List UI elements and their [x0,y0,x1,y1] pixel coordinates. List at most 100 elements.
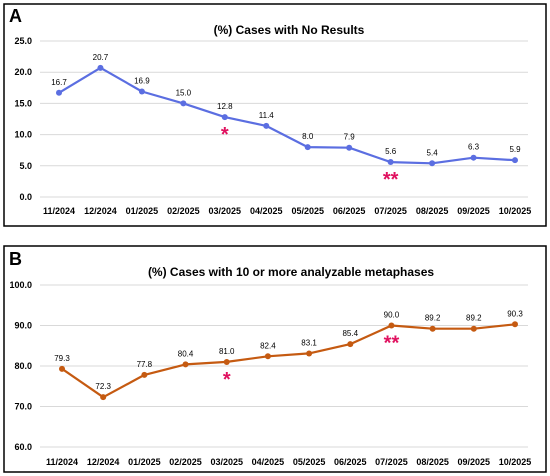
panel-b-data-point [100,394,107,401]
panel-a-asterisk-annotation: ** [383,169,399,191]
panel-b-x-tick-label: 06/2025 [334,457,367,467]
panel-b-y-tick-label: 70.0 [14,402,32,412]
panel-a-y-tick-label: 20.0 [14,67,32,77]
panel-a-data-label: 16.7 [51,78,67,87]
panel-a-y-tick-label: 10.0 [14,130,32,140]
panel-b-x-tick-label: 01/2025 [128,457,161,467]
panel-b-data-point [306,350,313,357]
panel-b-data-labels: 79.3 72.3 77.8 80.4 81.0 82.4 83.1 85.4 90.0 89.2… [54,309,523,391]
panel-b-x-tick-label: 02/2025 [169,457,202,467]
panel-b-x-tick-label: 12/2024 [87,457,120,467]
panel-b-x-tick-label: 05/2025 [293,457,326,467]
panel-a-x-axis: 11/2024 12/2024 01/2025 02/2025 03/2025 04/20… [43,206,531,216]
panel-a-x-tick-label: 07/2025 [374,206,407,216]
panel-b-x-tick-label: 03/2025 [210,457,243,467]
panel-a-data-label: 6.3 [468,143,480,152]
panel-a-data-label: 12.8 [217,102,233,111]
panel-b-data-point [388,322,395,329]
panel-a-data-point [263,122,270,129]
panel-a-data-point [512,157,518,164]
panel-b-x-tick-label: 04/2025 [252,457,285,467]
panel-a-data-label: 20.7 [93,53,109,62]
panel-a-x-tick-label: 02/2025 [167,206,200,216]
panel-a-x-tick-label: 11/2024 [43,206,75,216]
panel-a-data-label: 7.9 [344,133,356,142]
panel-a-x-tick-label: 08/2025 [416,206,449,216]
panel-a: A (%) Cases with No Results 0.0 5.0 10.0 15… [3,3,547,227]
panel-a-y-tick-label: 15.0 [14,98,32,108]
panel-a-annotations: *** [221,124,399,191]
panel-a-x-tick-label: 10/2025 [499,206,532,216]
panel-b-data-label: 83.1 [301,338,317,347]
panel-a-data-point [387,159,394,166]
panel-b-data-point [512,321,518,328]
panel-b-y-tick-label: 80.0 [14,361,32,371]
panel-b-y-tick-label: 90.0 [14,321,32,331]
panel-a-y-tick-label: 5.0 [19,161,32,171]
panel-a-series-line [58,66,516,165]
panel-b-x-tick-label: 07/2025 [375,457,408,467]
panel-b-x-axis: 11/2024 12/2024 01/2025 02/2025 03/2025 04/20… [46,457,531,467]
panel-b-series [59,321,518,401]
panel-b-x-tick-label: 08/2025 [416,457,449,467]
panel-b-data-label: 80.4 [178,349,194,358]
panel-a-data-point [221,114,228,121]
panel-b-gridlines [40,284,528,448]
panel-a-x-tick-label: 04/2025 [250,206,283,216]
panel-a-x-tick-label: 05/2025 [291,206,324,216]
panel-b: B (%) Cases with 10 or more analyzable m… [3,245,547,473]
panel-b-y-tick-label: 60.0 [14,442,32,452]
panel-b-data-point [182,361,189,368]
panel-a-x-tick-label: 09/2025 [457,206,490,216]
panel-a-data-label: 16.9 [134,77,150,86]
panel-b-asterisk-annotation: * [223,369,231,391]
panel-b-title: (%) Cases with 10 or more analyzable met… [148,265,434,279]
panel-a-data-labels: 16.7 20.7 16.9 15.0 12.8 11.4 8.0 7.9 5.6 5.4 6.3 5… [51,53,521,157]
panel-b-x-tick-label: 09/2025 [458,457,491,467]
panel-b-data-point [264,353,271,360]
panel-a-data-point [138,88,145,95]
panel-a-data-label: 8.0 [302,132,314,141]
panel-a-data-label: 5.4 [427,148,439,157]
panel-a-frame [3,3,547,227]
panel-a-data-point [470,154,477,161]
panel-b-data-point [223,358,230,365]
panel-b-asterisk-annotation: ** [384,333,400,355]
panel-b-data-label: 85.4 [342,329,358,338]
panel-a-x-tick-label: 01/2025 [126,206,159,216]
panel-b-data-label: 72.3 [95,382,111,391]
panel-a-y-tick-label: 0.0 [19,192,32,202]
panel-b-data-label: 89.2 [466,314,482,323]
panel-b-frame [3,245,547,473]
panel-a-data-point [180,100,187,107]
panel-a-data-label: 5.9 [509,145,521,154]
panel-a-data-point [97,64,104,71]
panel-b-data-label: 81.0 [219,347,235,356]
panel-a-data-point [56,89,62,96]
panel-b-y-tick-label: 100.0 [9,280,32,290]
panel-a-asterisk-annotation: * [221,124,229,146]
panel-a-data-label: 15.0 [176,88,192,97]
panel-a-letter: A [9,6,22,26]
panel-b-data-label: 82.4 [260,341,276,350]
panel-b-data-point [347,341,354,348]
panel-a-x-tick-label: 12/2024 [84,206,117,216]
panel-a-x-tick-label: 03/2025 [209,206,242,216]
panel-a-data-label: 11.4 [259,111,275,120]
panel-b-data-label: 89.2 [425,314,441,323]
panel-b-annotations: *** [223,333,400,391]
panel-a-data-point [346,144,353,151]
panel-a-series [56,64,518,167]
panel-a-y-tick-label: 25.0 [14,36,32,46]
panel-b-x-tick-label: 11/2024 [46,457,78,467]
panel-b-data-label: 77.8 [137,360,153,369]
panel-b-series-line [61,323,516,399]
panel-b-data-point [141,371,148,378]
panel-b-y-axis: 60.0 70.0 80.0 90.0 100.0 [9,280,32,452]
panel-b-data-point [429,325,436,332]
panel-a-data-point [429,160,436,167]
panel-a-title: (%) Cases with No Results [214,23,365,37]
panel-b-data-label: 79.3 [54,354,70,363]
panel-b-data-point [470,325,477,332]
